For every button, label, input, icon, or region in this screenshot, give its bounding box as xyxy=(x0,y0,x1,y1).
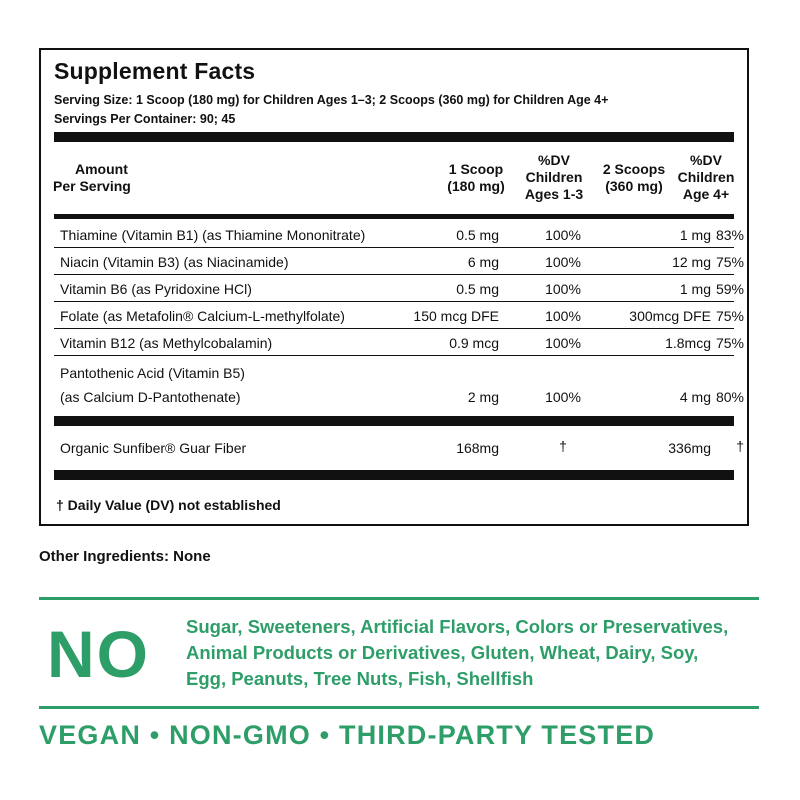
table-row: Folate (as Metafolin® Calcium-L-methylfo… xyxy=(54,302,744,329)
amount-1-scoop: 0.5 mg xyxy=(456,281,499,297)
amount-1-scoop: 0.5 mg xyxy=(456,227,499,243)
medium-divider xyxy=(54,214,734,219)
amount-1-scoop: 150 mcg DFE xyxy=(413,308,499,324)
amount-2-scoops: 1 mg xyxy=(679,281,711,297)
nutrient-name: Niacin (Vitamin B3) (as Niacinamide) xyxy=(60,254,289,270)
thick-divider-middle xyxy=(54,416,734,426)
dv-age-4-plus: 80% xyxy=(715,389,744,405)
nutrient-name: Folate (as Metafolin® Calcium-L-methylfo… xyxy=(60,308,345,324)
nutrient-name: Vitamin B6 (as Pyridoxine HCl) xyxy=(60,281,252,297)
footnote-dv-not-established: † Daily Value (DV) not established xyxy=(56,497,281,513)
header-amount: Amount Per Serving xyxy=(53,161,131,194)
panel-title: Supplement Facts xyxy=(54,58,256,84)
dv-ages-1-3: 100% xyxy=(545,281,581,297)
dv-age-4-plus: 75% xyxy=(715,308,744,324)
table-row: Thiamine (Vitamin B1) (as Thiamine Monon… xyxy=(54,221,744,248)
servings-per-container: Servings Per Container: 90; 45 xyxy=(54,112,236,126)
thick-divider-bottom xyxy=(54,470,734,480)
nutrient-name-line1: Pantothenic Acid (Vitamin B5) xyxy=(60,365,245,381)
dv-ages-1-3: 100% xyxy=(545,254,581,270)
serving-size: Serving Size: 1 Scoop (180 mg) for Child… xyxy=(54,93,609,107)
header-2-scoops: 2 Scoops (360 mg) xyxy=(602,161,666,194)
dv-age-4-plus: 75% xyxy=(715,254,744,270)
dv-ages-1-3: 100% xyxy=(545,389,581,405)
dv-ages-1-3: 100% xyxy=(545,227,581,243)
table-row: Vitamin B12 (as Methylcobalamin) 0.9 mcg… xyxy=(54,329,744,356)
dv-age-4-plus: 59% xyxy=(715,281,744,297)
amount-2-scoops: 12 mg xyxy=(672,254,711,270)
dv-ages-1-3: 100% xyxy=(545,308,581,324)
free-from-line-3: Egg, Peanuts, Tree Nuts, Fish, Shellfish xyxy=(186,668,534,689)
dv-ages-1-3: 100% xyxy=(545,335,581,351)
dv-age-4-plus: 83% xyxy=(715,227,744,243)
amount-2-scoops: 1.8mcg xyxy=(665,335,711,351)
tagline: VEGAN • NON-GMO • THIRD-PARTY TESTED xyxy=(39,720,656,750)
amount-1-scoop: 6 mg xyxy=(467,254,499,270)
nutrient-name: Vitamin B12 (as Methylcobalamin) xyxy=(60,335,273,351)
amount-2-scoops: 300mcg DFE xyxy=(629,308,711,324)
header-dv-ages-1-3: %DV Children Ages 1-3 xyxy=(524,152,584,202)
thick-divider-top xyxy=(54,132,734,142)
free-from-list: Sugar, Sweeteners, Artificial Flavors, C… xyxy=(186,614,728,692)
dv-age-4-plus: 75% xyxy=(715,335,744,351)
green-divider-top xyxy=(39,597,759,600)
dv-age-4-plus: † xyxy=(736,438,744,454)
no-heading: NO xyxy=(47,617,150,691)
table-row: Niacin (Vitamin B3) (as Niacinamide) 6 m… xyxy=(54,248,744,275)
amount-1-scoop: 2 mg xyxy=(467,389,499,405)
amount-1-scoop: 168mg xyxy=(456,440,499,456)
amount-2-scoops: 1 mg xyxy=(679,227,711,243)
table-row: Pantothenic Acid (Vitamin B5) (as Calciu… xyxy=(54,356,744,414)
amount-2-scoops: 336mg xyxy=(668,440,711,456)
nutrient-name: Organic Sunfiber® Guar Fiber xyxy=(60,440,247,456)
amount-1-scoop: 0.9 mcg xyxy=(449,335,499,351)
nutrient-name-line2: (as Calcium D-Pantothenate) xyxy=(60,389,241,405)
green-divider-bottom xyxy=(39,706,759,709)
other-ingredients: Other Ingredients: None xyxy=(39,548,211,565)
table-row: Vitamin B6 (as Pyridoxine HCl) 0.5 mg 10… xyxy=(54,275,744,302)
amount-2-scoops: 4 mg xyxy=(679,389,711,405)
dv-ages-1-3: † xyxy=(559,438,567,454)
free-from-line-2: Animal Products or Derivatives, Gluten, … xyxy=(186,642,699,663)
table-row-fiber: Organic Sunfiber® Guar Fiber 168mg † 336… xyxy=(54,430,744,462)
supplement-facts-panel: Supplement Facts Serving Size: 1 Scoop (… xyxy=(39,48,749,526)
header-dv-age-4-plus: %DV Children Age 4+ xyxy=(677,152,735,202)
header-1-scoop: 1 Scoop (180 mg) xyxy=(447,161,505,194)
free-from-line-1: Sugar, Sweeteners, Artificial Flavors, C… xyxy=(186,616,729,637)
nutrient-name: Thiamine (Vitamin B1) (as Thiamine Monon… xyxy=(60,227,366,243)
